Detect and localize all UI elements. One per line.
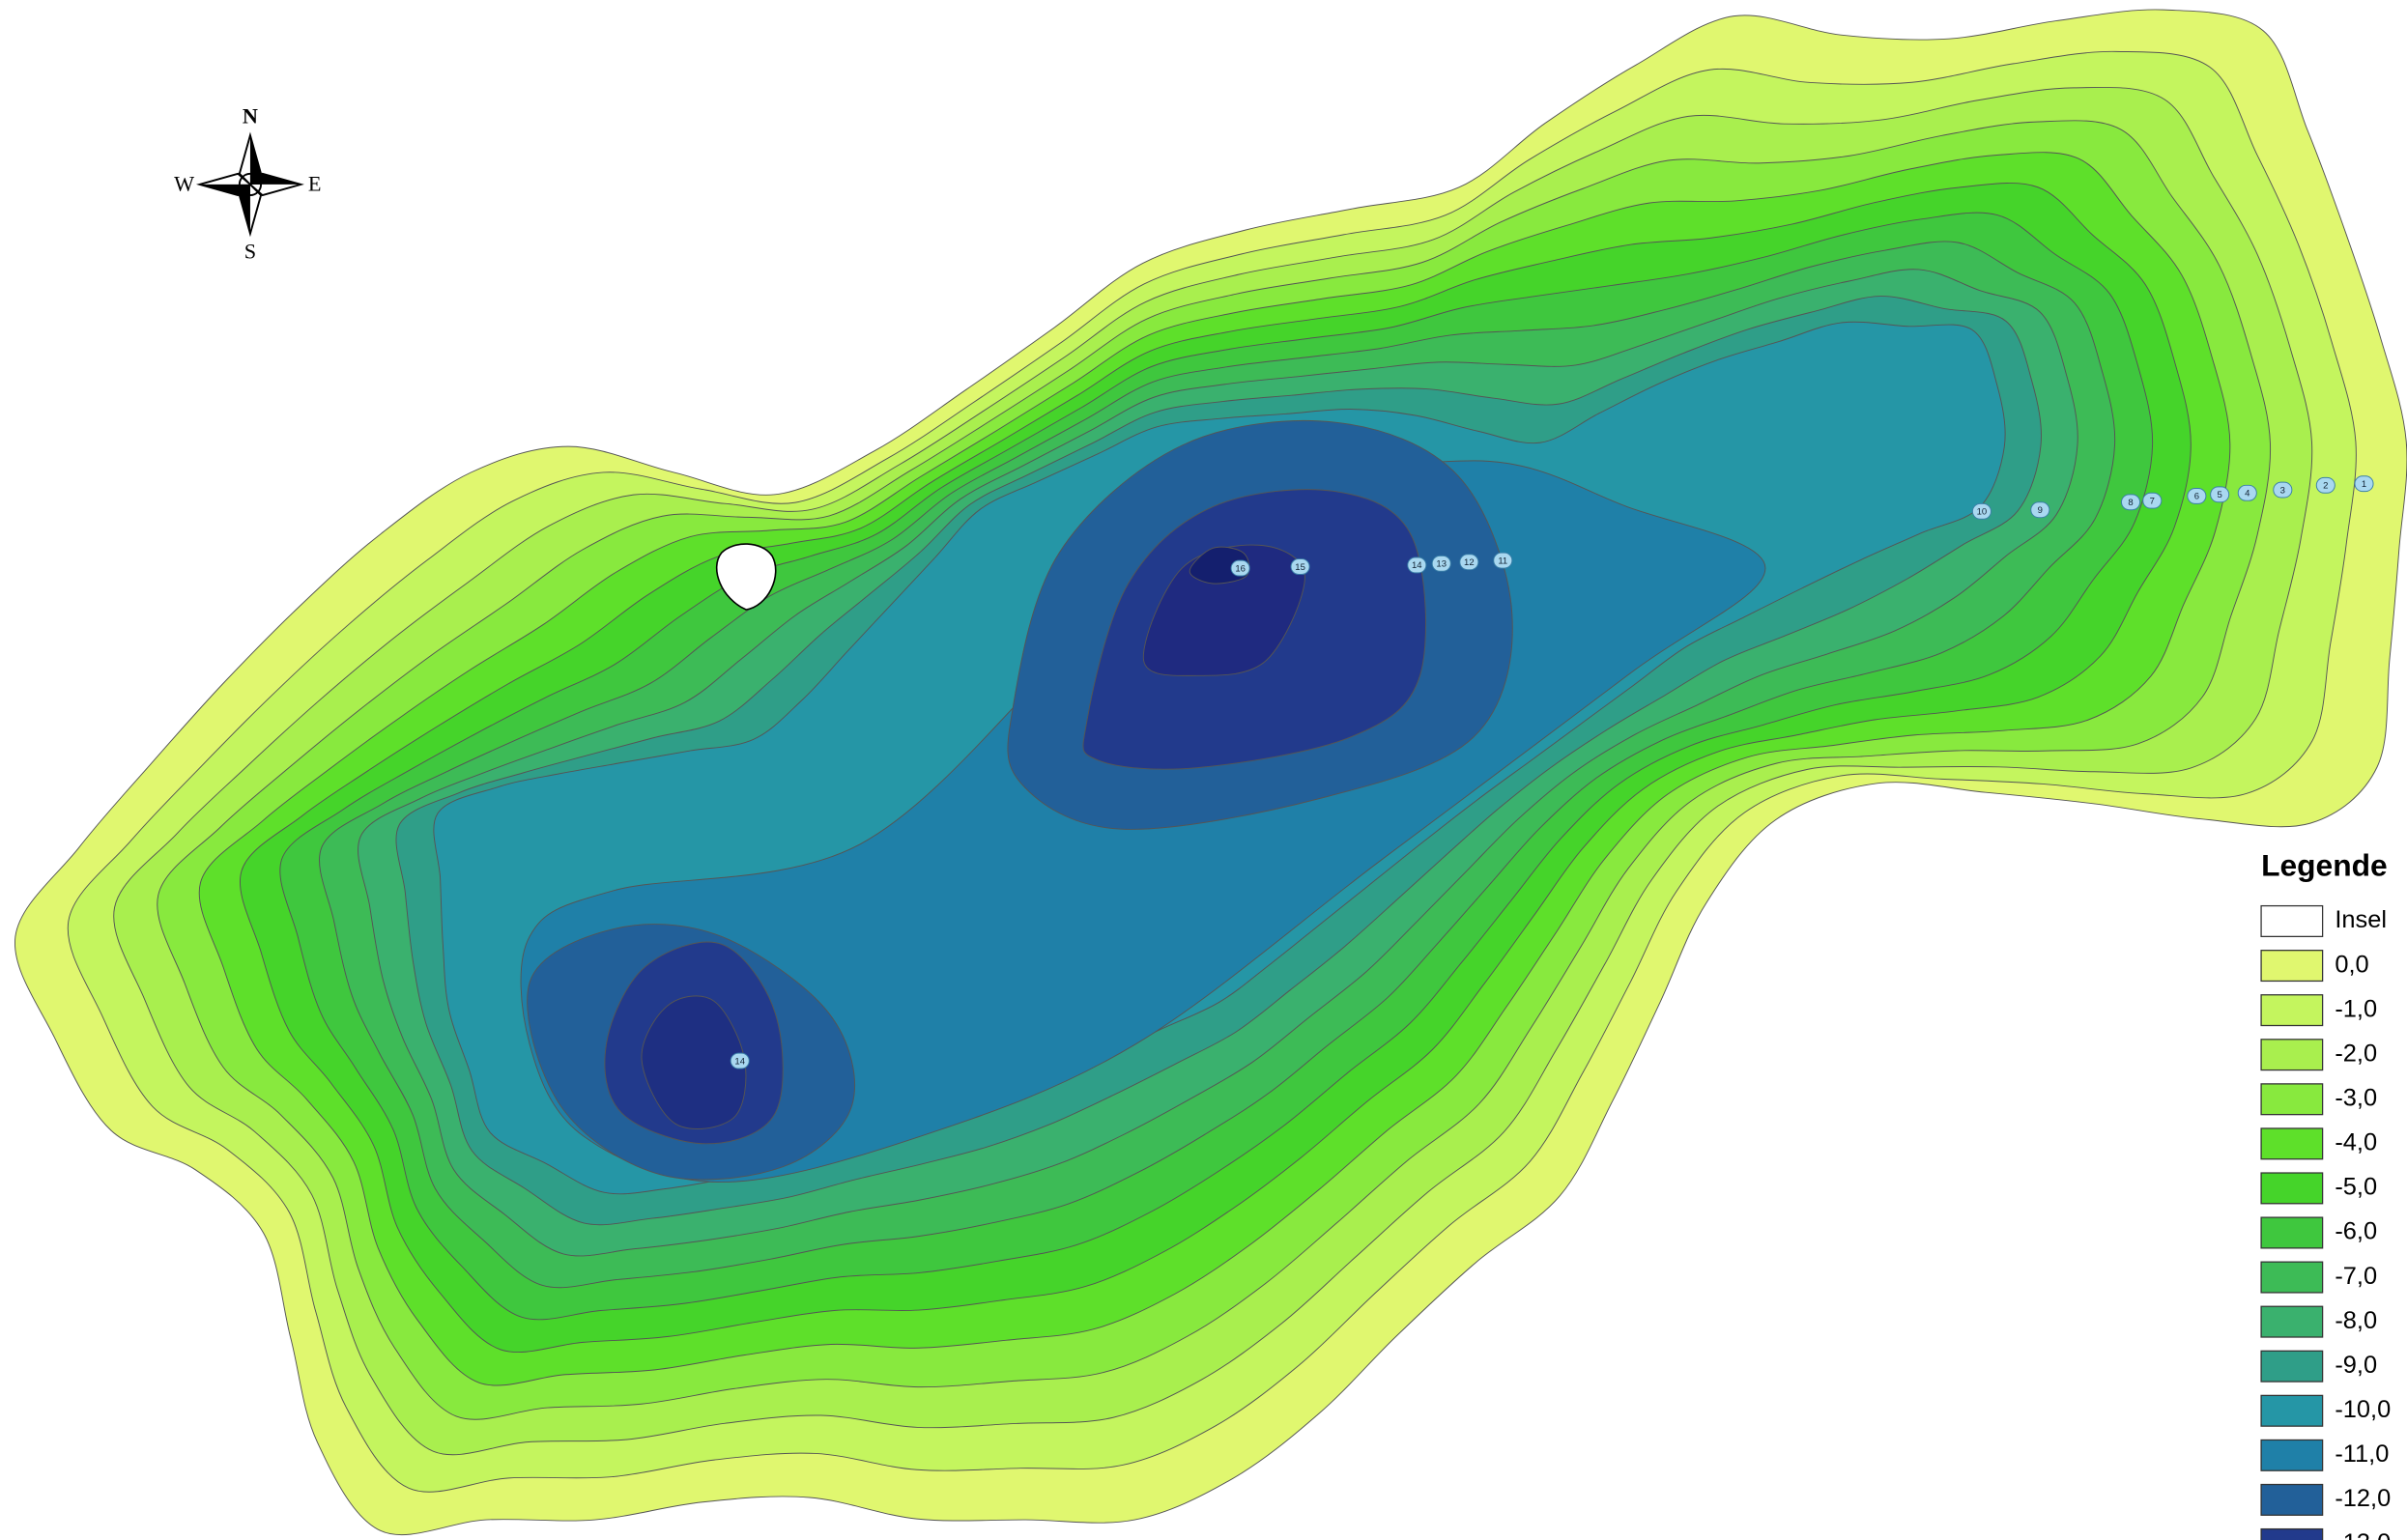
legend-label: -13,0: [2335, 1529, 2391, 1540]
sounding-label: 8: [2128, 498, 2133, 508]
legend-label: -11,0: [2335, 1440, 2389, 1468]
compass-e: E: [308, 172, 322, 196]
legend-label: -4,0: [2335, 1129, 2377, 1156]
compass: N E S W: [174, 104, 321, 264]
sounding-marker: [2354, 475, 2374, 493]
legend-label: Insel: [2335, 906, 2387, 933]
legend-label: 0,0: [2335, 951, 2368, 978]
legend-label: -2,0: [2335, 1040, 2377, 1067]
legend-swatch: [2260, 1172, 2324, 1205]
legend-swatch: [2260, 950, 2324, 983]
sounding-label: 7: [2150, 497, 2155, 507]
legend-label: -5,0: [2335, 1174, 2377, 1201]
sounding-marker: [2030, 501, 2050, 519]
legend: Legende Insel 0,0 -1,0 -2,0 -3,0 -4,0 -5,0 -6,0…: [2260, 847, 2391, 1540]
deep-pit: [1142, 544, 1305, 676]
legend-swatch: [2260, 1083, 2324, 1116]
sounding-label: 12: [1464, 557, 1475, 568]
sounding-label: 9: [2038, 505, 2043, 516]
sounding-marker: [1971, 502, 1992, 520]
legend-swatch: [2260, 1483, 2324, 1516]
contours: [14, 9, 2407, 1535]
sounding-marker: [730, 1052, 750, 1069]
legend-label: -8,0: [2335, 1307, 2377, 1334]
legend-label: -6,0: [2335, 1218, 2377, 1245]
sounding-marker: [2121, 494, 2141, 511]
sounding-label: 14: [734, 1056, 745, 1067]
sounding-label: 13: [1436, 559, 1447, 570]
sounding-label: 16: [1235, 563, 1246, 574]
legend-label: -10,0: [2335, 1396, 2391, 1423]
legend-swatch: [2260, 1439, 2324, 1471]
legend-swatch: [2260, 1527, 2324, 1540]
sounding-label: 4: [2245, 489, 2250, 499]
sounding-marker: [2142, 492, 2163, 509]
legend-swatch: [2260, 1216, 2324, 1249]
legend-swatch: [2260, 1394, 2324, 1427]
legend-title: Legende: [2261, 847, 2388, 882]
sounding-marker: [2237, 484, 2257, 501]
sounding-label: 5: [2218, 490, 2222, 500]
legend-swatch: [2260, 1039, 2324, 1071]
sounding-marker: [1459, 554, 1479, 571]
legend-label: -12,0: [2335, 1485, 2391, 1512]
compass-s: S: [244, 240, 256, 264]
sounding-marker: [1493, 552, 1513, 569]
sounding-marker: [2210, 486, 2230, 503]
compass-quadrants: [239, 173, 262, 196]
sounding-marker: [2273, 481, 2293, 499]
legend-swatch: [2260, 994, 2324, 1027]
sounding-label: 15: [1295, 562, 1305, 573]
legend-label: -9,0: [2335, 1352, 2377, 1379]
legend-swatch: [2260, 1127, 2324, 1160]
sounding-label: 6: [2194, 492, 2199, 502]
sounding-label: 10: [1977, 507, 1988, 518]
compass-n: N: [243, 104, 258, 128]
legend-label: -3,0: [2335, 1084, 2377, 1111]
legend-label: -7,0: [2335, 1263, 2377, 1290]
sounding-label: 1: [2362, 479, 2366, 490]
island: [715, 543, 777, 611]
sounding-label: 2: [2323, 481, 2328, 492]
sounding-label: 14: [1412, 560, 1422, 571]
legend-swatch: [2260, 904, 2324, 938]
legend-swatch: [2260, 1305, 2324, 1338]
sounding-label: 3: [2280, 485, 2285, 496]
legend-swatch: [2260, 1350, 2324, 1383]
sounding-marker: [1230, 559, 1250, 577]
sounding-marker: [1290, 558, 1310, 575]
sounding-marker: [2187, 488, 2207, 504]
sounding-marker: [1431, 555, 1451, 572]
compass-w: W: [174, 172, 194, 196]
legend-swatch: [2260, 1261, 2324, 1294]
legend-label: -1,0: [2335, 995, 2377, 1022]
sounding-label: 11: [1498, 556, 1507, 566]
sounding-marker: [1407, 556, 1427, 574]
sounding-marker: [2315, 476, 2335, 494]
